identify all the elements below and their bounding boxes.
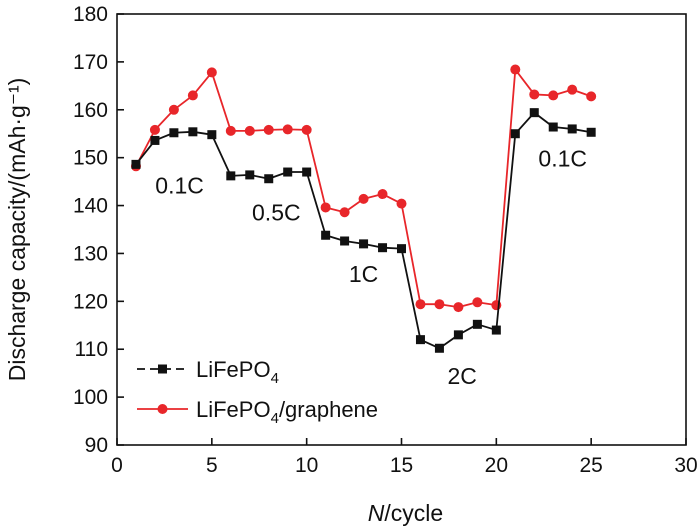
series-2-point bbox=[225, 125, 236, 136]
series-1-point bbox=[131, 159, 141, 169]
x-tick-label: 25 bbox=[579, 454, 602, 477]
series-1-point bbox=[245, 170, 255, 180]
series-2-point bbox=[282, 124, 293, 135]
x-tick-label: 20 bbox=[485, 454, 508, 477]
x-tick-label: 15 bbox=[390, 454, 413, 477]
y-tick-label: 140 bbox=[73, 195, 108, 218]
y-tick-label: 110 bbox=[75, 338, 108, 361]
series-2-point bbox=[529, 89, 540, 100]
series-1-point bbox=[567, 124, 577, 134]
legend-layer: LiFePO4 LiFePO4/graphene bbox=[137, 357, 378, 427]
series-1-point bbox=[510, 129, 520, 139]
x-axis-title: N/cycle bbox=[368, 500, 443, 526]
x-tick-label: 5 bbox=[206, 454, 218, 477]
series-2-point bbox=[244, 125, 255, 136]
series-1-point bbox=[548, 122, 558, 132]
series-1-point bbox=[150, 135, 160, 145]
series-2-point bbox=[567, 84, 578, 95]
series-2-point bbox=[339, 207, 350, 218]
series-2-point bbox=[586, 91, 597, 102]
series-2-point bbox=[206, 67, 217, 78]
legend-series-1: LiFePO4 bbox=[137, 357, 279, 387]
series-1-point bbox=[302, 167, 312, 177]
series-2-group bbox=[130, 64, 597, 313]
series-1-point bbox=[453, 330, 463, 340]
series-1-point bbox=[415, 335, 425, 345]
rate-annotation: 0.1C bbox=[538, 146, 587, 172]
series-1-point bbox=[207, 130, 217, 140]
series-2-point bbox=[472, 297, 483, 308]
rate-annotation: 0.5C bbox=[252, 199, 301, 225]
x-tick-label: 30 bbox=[674, 454, 697, 477]
series-1-line bbox=[135, 111, 592, 350]
legend-series-1-marker bbox=[158, 364, 167, 374]
series-1-point bbox=[188, 127, 198, 137]
series-1-point bbox=[529, 108, 539, 118]
legend-series-1-label: LiFePO4 bbox=[196, 357, 279, 387]
series-1-point bbox=[321, 230, 331, 240]
series-2-point bbox=[415, 299, 426, 310]
series-1-point bbox=[491, 325, 501, 335]
series-1-point bbox=[340, 236, 350, 246]
series-2-point bbox=[187, 90, 198, 101]
series-1-point bbox=[264, 174, 274, 184]
series-2-point bbox=[168, 104, 179, 115]
series-2-point bbox=[548, 90, 559, 101]
series-1-point bbox=[359, 239, 369, 249]
y-tick-label: 90 bbox=[85, 434, 108, 457]
series-1-point bbox=[378, 243, 388, 253]
series-2-point bbox=[149, 124, 160, 135]
series-layer bbox=[130, 64, 597, 353]
series-2-point bbox=[320, 202, 331, 213]
y-tick-label: 180 bbox=[73, 3, 108, 26]
series-1-point bbox=[586, 127, 596, 137]
series-2-point bbox=[358, 193, 369, 204]
series-1-point bbox=[226, 171, 236, 181]
rate-annotation: 0.1C bbox=[155, 172, 204, 198]
series-2-point bbox=[396, 198, 407, 209]
rate-annotation: 1C bbox=[349, 261, 378, 287]
y-tick-label: 130 bbox=[73, 242, 108, 265]
x-tick-label: 0 bbox=[111, 454, 123, 477]
series-1-point bbox=[434, 343, 444, 353]
series-2-point bbox=[510, 64, 521, 75]
series-1-group bbox=[131, 108, 596, 353]
series-2-point bbox=[453, 302, 464, 313]
y-tick-label: 100 bbox=[73, 386, 108, 409]
y-tick-label: 150 bbox=[73, 147, 108, 170]
series-1-point bbox=[397, 244, 406, 254]
series-1-point bbox=[283, 167, 293, 177]
series-1-point bbox=[169, 128, 179, 138]
series-2-point bbox=[377, 189, 388, 200]
legend-series-2: LiFePO4/graphene bbox=[137, 397, 378, 427]
annotation-layer: 0.1C 0.5C 1C 2C 0.1C bbox=[155, 146, 587, 389]
y-tick-label: 120 bbox=[73, 290, 108, 313]
series-2-point bbox=[263, 124, 274, 135]
y-axis-title: Discharge capacity/(mAh·g⁻¹) bbox=[4, 78, 30, 382]
series-2-point bbox=[434, 299, 445, 310]
legend-series-2-marker bbox=[157, 404, 168, 414]
series-2-point bbox=[301, 124, 312, 135]
rate-annotation: 2C bbox=[447, 363, 476, 389]
axes-layer: 0 5 10 15 20 25 30 90 100 110 120 130 140 150 160 170 18… bbox=[4, 3, 698, 526]
series-1-point bbox=[472, 319, 482, 329]
x-tick-label: 10 bbox=[295, 454, 318, 477]
y-tick-label: 170 bbox=[73, 51, 108, 74]
legend-series-2-label: LiFePO4/graphene bbox=[196, 397, 378, 427]
y-tick-label: 160 bbox=[73, 99, 108, 122]
